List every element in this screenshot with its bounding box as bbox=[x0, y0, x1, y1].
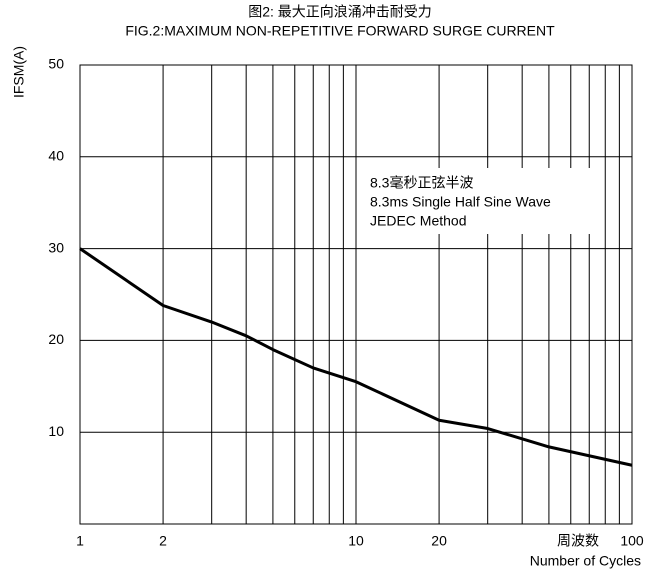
annotation: JEDEC Method bbox=[370, 213, 466, 229]
x-axis-label-cn: 周波数 bbox=[557, 533, 599, 549]
annotation: 8.3ms Single Half Sine Wave bbox=[370, 194, 551, 210]
x-axis-label: Number of Cycles bbox=[530, 553, 641, 569]
y-axis-label: IFSM(A) bbox=[11, 46, 27, 98]
y-tick-label: 40 bbox=[48, 148, 64, 164]
chart-title: 图2: 最大正向浪涌冲击耐受力 bbox=[248, 4, 432, 20]
y-tick-label: 10 bbox=[48, 423, 64, 439]
annotation: 8.3毫秒正弦半波 bbox=[370, 175, 473, 191]
chart-subtitle: FIG.2:MAXIMUM NON-REPETITIVE FORWARD SUR… bbox=[125, 23, 555, 39]
x-tick-label: 100 bbox=[620, 533, 644, 549]
data-line bbox=[79, 247, 633, 467]
x-tick-label: 1 bbox=[76, 533, 84, 549]
y-tick-label: 20 bbox=[48, 331, 64, 347]
x-tick-label: 20 bbox=[431, 533, 447, 549]
y-tick-label: 30 bbox=[48, 239, 64, 255]
x-tick-label: 2 bbox=[159, 533, 167, 549]
y-tick-label: 50 bbox=[48, 56, 64, 72]
x-tick-label: 10 bbox=[348, 533, 364, 549]
annotation-box bbox=[362, 168, 600, 234]
